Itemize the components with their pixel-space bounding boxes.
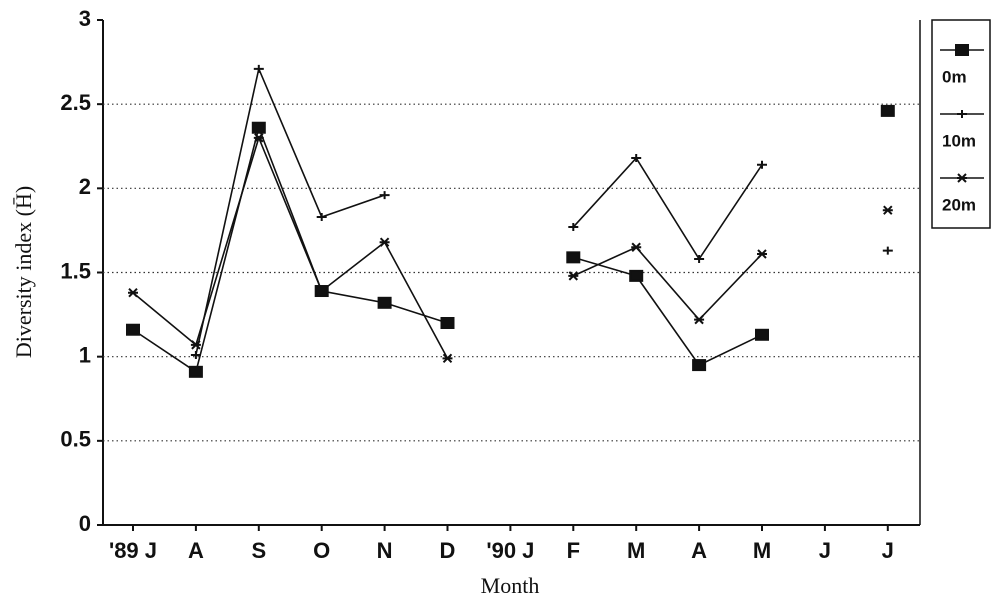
- series-line: [133, 138, 888, 359]
- data-point: [566, 251, 581, 264]
- data-point: [253, 133, 264, 143]
- x-tick-label: M: [627, 538, 645, 563]
- y-tick-label: 2.5: [60, 90, 91, 115]
- x-tick-label: M: [753, 538, 771, 563]
- x-tick-label: D: [440, 538, 456, 563]
- data-point: [379, 191, 390, 200]
- legend-marker: [957, 173, 967, 183]
- data-point: [692, 359, 707, 372]
- data-point: [442, 353, 453, 364]
- data-point: [377, 296, 392, 309]
- x-tick-label: F: [567, 538, 580, 563]
- y-tick-label: 0.5: [60, 427, 91, 452]
- data-point: [882, 246, 893, 255]
- x-tick-label: A: [188, 538, 204, 563]
- data-point: [882, 205, 893, 215]
- legend-label: 10m: [942, 131, 976, 150]
- legend-marker: [957, 110, 967, 118]
- legend-label: 0m: [942, 67, 967, 86]
- y-tick-label: 2: [79, 174, 91, 199]
- data-point: [757, 160, 767, 169]
- data-point: [568, 271, 579, 281]
- data-point: [251, 121, 266, 134]
- data-point: [379, 237, 390, 247]
- series-line: [196, 69, 888, 355]
- legend-marker: [955, 44, 969, 56]
- y-axis-title: Diversity index (H̄): [11, 186, 36, 358]
- legend-label: 20m: [942, 195, 976, 214]
- data-point: [631, 154, 642, 163]
- data-point: [880, 104, 895, 117]
- data-point: [190, 350, 201, 359]
- data-point: [757, 249, 767, 259]
- data-point: [568, 223, 579, 232]
- data-point: [190, 340, 201, 350]
- data-point: [316, 212, 327, 221]
- x-tick-label: '90 J: [486, 538, 534, 563]
- x-tick-label: J: [819, 538, 831, 563]
- data-point: [316, 286, 327, 296]
- data-point: [629, 269, 644, 282]
- x-tick-label: A: [691, 538, 707, 563]
- data-point: [755, 328, 769, 341]
- y-tick-label: 3: [79, 6, 91, 31]
- series-line: [133, 111, 888, 372]
- data-point: [440, 317, 455, 329]
- y-tick-label: 1: [79, 342, 91, 367]
- data-point: [188, 365, 203, 378]
- x-tick-label: N: [377, 538, 393, 563]
- data-point: [128, 287, 138, 298]
- y-tick-label: 0: [79, 511, 91, 536]
- y-tick-label: 1.5: [60, 258, 91, 283]
- x-tick-label: '89 J: [109, 538, 157, 563]
- x-tick-label: O: [313, 538, 330, 563]
- data-point: [694, 314, 705, 325]
- x-tick-label: S: [251, 538, 266, 563]
- data-point: [253, 64, 264, 73]
- data-point: [694, 255, 705, 264]
- data-point: [631, 242, 642, 252]
- x-tick-label: J: [882, 538, 894, 563]
- x-axis-title: Month: [481, 573, 540, 598]
- data-point: [126, 323, 140, 336]
